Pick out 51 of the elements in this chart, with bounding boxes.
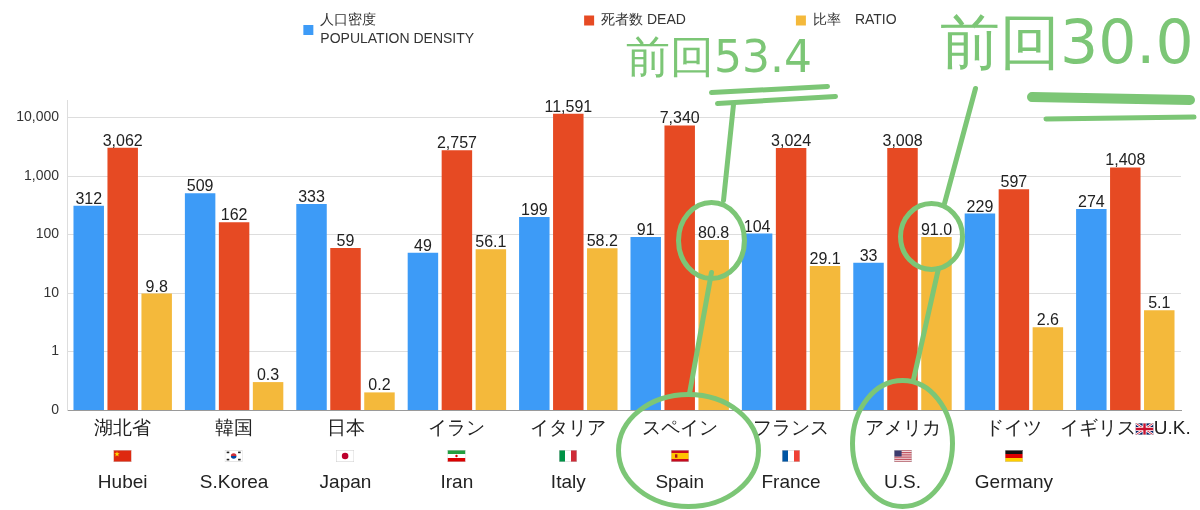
data-label: 509 [186,177,214,195]
data-label: 7,340 [659,109,700,127]
data-label: 56.1 [475,233,507,251]
y-tick-label: 10,000 [16,108,60,125]
data-label: 5.1 [1148,294,1171,312]
data-label: 104 [743,217,771,235]
data-label: 80.8 [698,223,730,241]
data-label: 59 [336,231,355,249]
data-label: 199 [520,201,548,219]
y-tick-label: 0 [51,400,60,417]
data-label: 0.3 [256,366,280,384]
category-label: 日本 Japan [319,417,372,492]
data-label: 274 [1077,192,1105,210]
category-label: イタリア Italy [530,417,607,492]
text: 前回53.4 [626,31,812,82]
data-label: 91.0 [920,220,953,238]
y-tick-label: 1 [51,342,60,359]
data-label: 333 [298,188,325,206]
category-label: フランス France [753,417,830,492]
category-label: アメリカ U.S. [864,417,941,492]
legend-label: 人口密度 POPULATION DENSITY [320,11,475,47]
data-label: 91 [636,220,655,238]
y-tick-label: 10 [43,283,60,300]
legend-label: 比率 RATIO [812,11,897,28]
data-label: 597 [1000,173,1028,191]
data-label: 3,008 [882,132,923,150]
data-label: 162 [220,206,248,224]
category-label: イラン Iran [428,417,486,492]
legend-label: 死者数 DEAD [601,11,686,28]
category-label: スペイン Spain [641,417,718,492]
data-label: 9.8 [145,277,168,295]
x-tick-label: イギリス U.K. [1059,417,1191,438]
data-label: 2.6 [1036,311,1060,329]
data-label: 2,757 [436,134,478,152]
data-label: 1,408 [1105,151,1146,169]
category-label: ドイツ Germany [974,417,1053,492]
text: 前回30.0 [940,7,1194,77]
data-label: 49 [414,236,432,254]
data-label: 11,591 [544,97,593,115]
data-label: 3,062 [102,131,143,149]
y-tick-label: 100 [35,225,60,242]
data-label: 29.1 [809,249,841,267]
data-label: 229 [966,197,994,215]
data-label: 312 [75,189,103,207]
y-tick-label: 1,000 [23,166,60,183]
category-label: 湖北省 Hubei [94,417,152,492]
data-label: 0.2 [368,376,391,394]
data-label: 58.2 [586,232,618,250]
category-label: 韓国 S.Korea [199,417,269,492]
data-label: 33 [859,246,878,264]
data-label: 3,024 [771,131,812,149]
